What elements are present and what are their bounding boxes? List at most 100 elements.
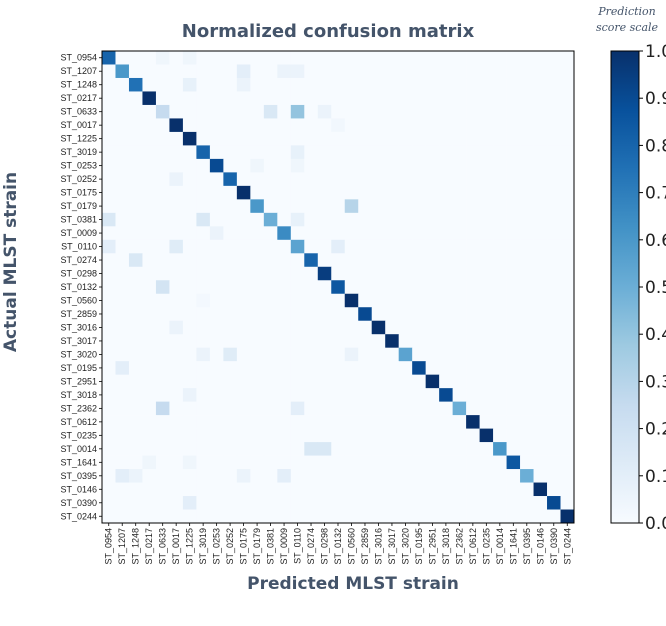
heatmap-cell — [547, 482, 561, 497]
heatmap-cell — [317, 334, 332, 348]
heatmap-cell — [277, 172, 292, 187]
heatmap-cell — [466, 496, 480, 510]
heatmap-cell — [412, 509, 426, 524]
heatmap-cell — [358, 401, 373, 416]
heatmap-cell — [155, 185, 170, 200]
heatmap-cell — [317, 374, 332, 389]
heatmap-cell — [169, 172, 184, 187]
heatmap-cell — [236, 185, 251, 200]
heatmap-cell — [533, 280, 548, 295]
heatmap-cell — [560, 442, 575, 456]
heatmap-cell — [398, 293, 413, 308]
heatmap-cell — [196, 77, 211, 92]
x-tick-label: ST_0195 — [414, 528, 424, 565]
heatmap-cell — [385, 212, 399, 227]
x-tick-label: ST_0179 — [252, 528, 262, 565]
heatmap-cell — [452, 172, 467, 187]
heatmap-cell — [317, 415, 332, 429]
heatmap-cell — [452, 199, 467, 214]
heatmap-cell — [533, 253, 548, 268]
heatmap-cell — [142, 158, 157, 173]
heatmap-cell — [506, 51, 521, 65]
heatmap-cell — [250, 199, 265, 214]
heatmap-cell — [425, 509, 440, 524]
heatmap-cell — [182, 347, 197, 362]
heatmap-cell — [102, 145, 116, 160]
heatmap-cell — [452, 226, 467, 241]
heatmap-cell — [209, 320, 224, 335]
heatmap-cell — [533, 118, 548, 133]
heatmap-cell — [506, 280, 521, 295]
heatmap-cell — [439, 91, 453, 106]
heatmap-cell — [182, 253, 197, 268]
heatmap-cell — [196, 293, 211, 308]
heatmap-cell — [547, 253, 561, 268]
heatmap-cell — [425, 104, 440, 119]
heatmap-cell — [236, 361, 251, 375]
heatmap-cell — [331, 509, 346, 524]
heatmap-cell — [331, 104, 346, 119]
heatmap-cell — [560, 199, 575, 214]
heatmap-cell — [128, 428, 143, 443]
heatmap-cell — [466, 199, 480, 214]
heatmap-cell — [155, 428, 170, 443]
heatmap-cell — [466, 266, 480, 281]
heatmap-cell — [560, 482, 575, 497]
heatmap-cell — [560, 226, 575, 241]
heatmap-cell — [479, 320, 494, 335]
heatmap-cell — [398, 64, 413, 79]
heatmap-cell — [452, 77, 467, 92]
heatmap-cell — [506, 64, 521, 79]
heatmap-cell — [439, 239, 453, 254]
heatmap-cell — [466, 469, 480, 483]
heatmap-cell — [102, 64, 116, 79]
heatmap-cell — [344, 51, 359, 65]
heatmap-cell — [182, 334, 197, 348]
heatmap-cell — [128, 253, 143, 268]
heatmap-cell — [506, 455, 521, 470]
heatmap-cell — [142, 415, 157, 429]
heatmap-cell — [331, 212, 346, 227]
heatmap-cell — [412, 239, 426, 254]
heatmap-cell — [466, 51, 480, 65]
heatmap-cell — [290, 509, 305, 524]
heatmap-cell — [169, 280, 184, 295]
heatmap-cell — [547, 64, 561, 79]
heatmap-cell — [520, 455, 534, 470]
heatmap-cell — [263, 158, 278, 173]
heatmap-cell — [520, 199, 534, 214]
heatmap-cell — [128, 185, 143, 200]
y-tick-label: ST_3016 — [60, 322, 97, 332]
heatmap-cell — [263, 280, 278, 295]
heatmap-cell — [263, 51, 278, 65]
heatmap-cell — [277, 320, 292, 335]
y-tick-label: ST_0235 — [60, 430, 97, 440]
heatmap-cell — [236, 496, 251, 510]
heatmap-cell — [371, 158, 386, 173]
heatmap-cell — [358, 158, 373, 173]
heatmap-cell — [385, 226, 399, 241]
heatmap-cell — [304, 482, 319, 497]
heatmap-cell — [128, 212, 143, 227]
heatmap-cell — [304, 469, 319, 483]
heatmap-cell — [547, 226, 561, 241]
heatmap-cell — [142, 104, 157, 119]
heatmap-cell — [196, 401, 211, 416]
heatmap-cell — [358, 293, 373, 308]
heatmap-cell — [479, 253, 494, 268]
heatmap-cell — [371, 482, 386, 497]
heatmap-cell — [223, 77, 238, 92]
heatmap-cell — [102, 415, 116, 429]
heatmap-cell — [344, 253, 359, 268]
heatmap-cell — [506, 118, 521, 133]
heatmap-cell — [169, 131, 184, 146]
heatmap-cell — [196, 145, 211, 160]
heatmap-cell — [263, 509, 278, 524]
x-tick-label: ST_1248 — [131, 528, 141, 565]
heatmap-cell — [547, 428, 561, 443]
heatmap-cell — [425, 185, 440, 200]
y-tick-label: ST_3020 — [60, 349, 97, 359]
heatmap-cell — [439, 428, 453, 443]
heatmap-cell — [385, 455, 399, 470]
heatmap-cell — [385, 280, 399, 295]
